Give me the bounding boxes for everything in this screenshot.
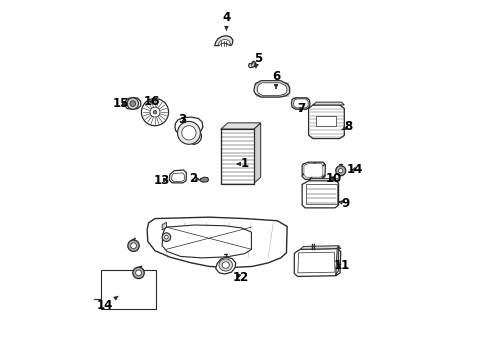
Circle shape: [130, 101, 136, 107]
Polygon shape: [302, 181, 339, 208]
Circle shape: [142, 99, 169, 126]
Text: 13: 13: [154, 174, 170, 186]
Circle shape: [131, 243, 136, 249]
Polygon shape: [304, 163, 323, 177]
Polygon shape: [215, 36, 233, 46]
Text: 12: 12: [233, 271, 249, 284]
Polygon shape: [317, 116, 336, 126]
Ellipse shape: [222, 262, 229, 268]
Text: 3: 3: [178, 113, 187, 126]
Circle shape: [127, 98, 139, 109]
Text: 5: 5: [254, 52, 262, 68]
Polygon shape: [336, 246, 339, 276]
Polygon shape: [251, 63, 255, 66]
Polygon shape: [302, 162, 325, 179]
Polygon shape: [309, 105, 344, 139]
Text: 4: 4: [222, 11, 231, 30]
Bar: [100, 270, 156, 309]
Polygon shape: [169, 170, 186, 183]
Text: 14: 14: [97, 296, 118, 312]
Polygon shape: [300, 246, 341, 249]
Ellipse shape: [219, 259, 232, 271]
Circle shape: [162, 233, 171, 242]
Polygon shape: [313, 102, 344, 105]
Text: 8: 8: [342, 120, 353, 133]
Circle shape: [153, 111, 157, 114]
Polygon shape: [306, 184, 337, 204]
Text: 10: 10: [326, 172, 343, 185]
Circle shape: [177, 121, 200, 144]
Bar: [220, 129, 253, 184]
Text: 11: 11: [333, 259, 349, 272]
Polygon shape: [257, 83, 287, 95]
Polygon shape: [175, 117, 203, 136]
Circle shape: [182, 126, 196, 140]
Polygon shape: [294, 249, 341, 276]
Polygon shape: [309, 179, 339, 181]
Polygon shape: [216, 257, 236, 274]
Text: 7: 7: [297, 102, 305, 115]
Polygon shape: [124, 98, 141, 109]
Text: 16: 16: [143, 95, 160, 108]
Polygon shape: [172, 173, 184, 181]
Polygon shape: [162, 222, 167, 230]
Polygon shape: [147, 217, 287, 267]
Polygon shape: [200, 177, 209, 182]
Polygon shape: [294, 99, 308, 108]
Text: 2: 2: [189, 172, 200, 185]
Polygon shape: [248, 62, 256, 68]
Circle shape: [133, 267, 144, 279]
Circle shape: [165, 235, 168, 239]
Polygon shape: [220, 123, 261, 129]
Text: 14: 14: [347, 163, 363, 176]
Circle shape: [128, 240, 139, 251]
Circle shape: [136, 270, 142, 276]
Circle shape: [339, 168, 343, 173]
Text: 1: 1: [237, 157, 249, 170]
Text: 6: 6: [272, 70, 280, 89]
Polygon shape: [253, 123, 261, 184]
Circle shape: [150, 107, 160, 117]
Circle shape: [336, 166, 346, 176]
Polygon shape: [162, 225, 251, 258]
Polygon shape: [218, 40, 230, 45]
Polygon shape: [298, 252, 335, 273]
Polygon shape: [292, 98, 310, 109]
Text: 9: 9: [339, 197, 350, 210]
Polygon shape: [254, 81, 290, 97]
Text: 15: 15: [113, 97, 129, 110]
